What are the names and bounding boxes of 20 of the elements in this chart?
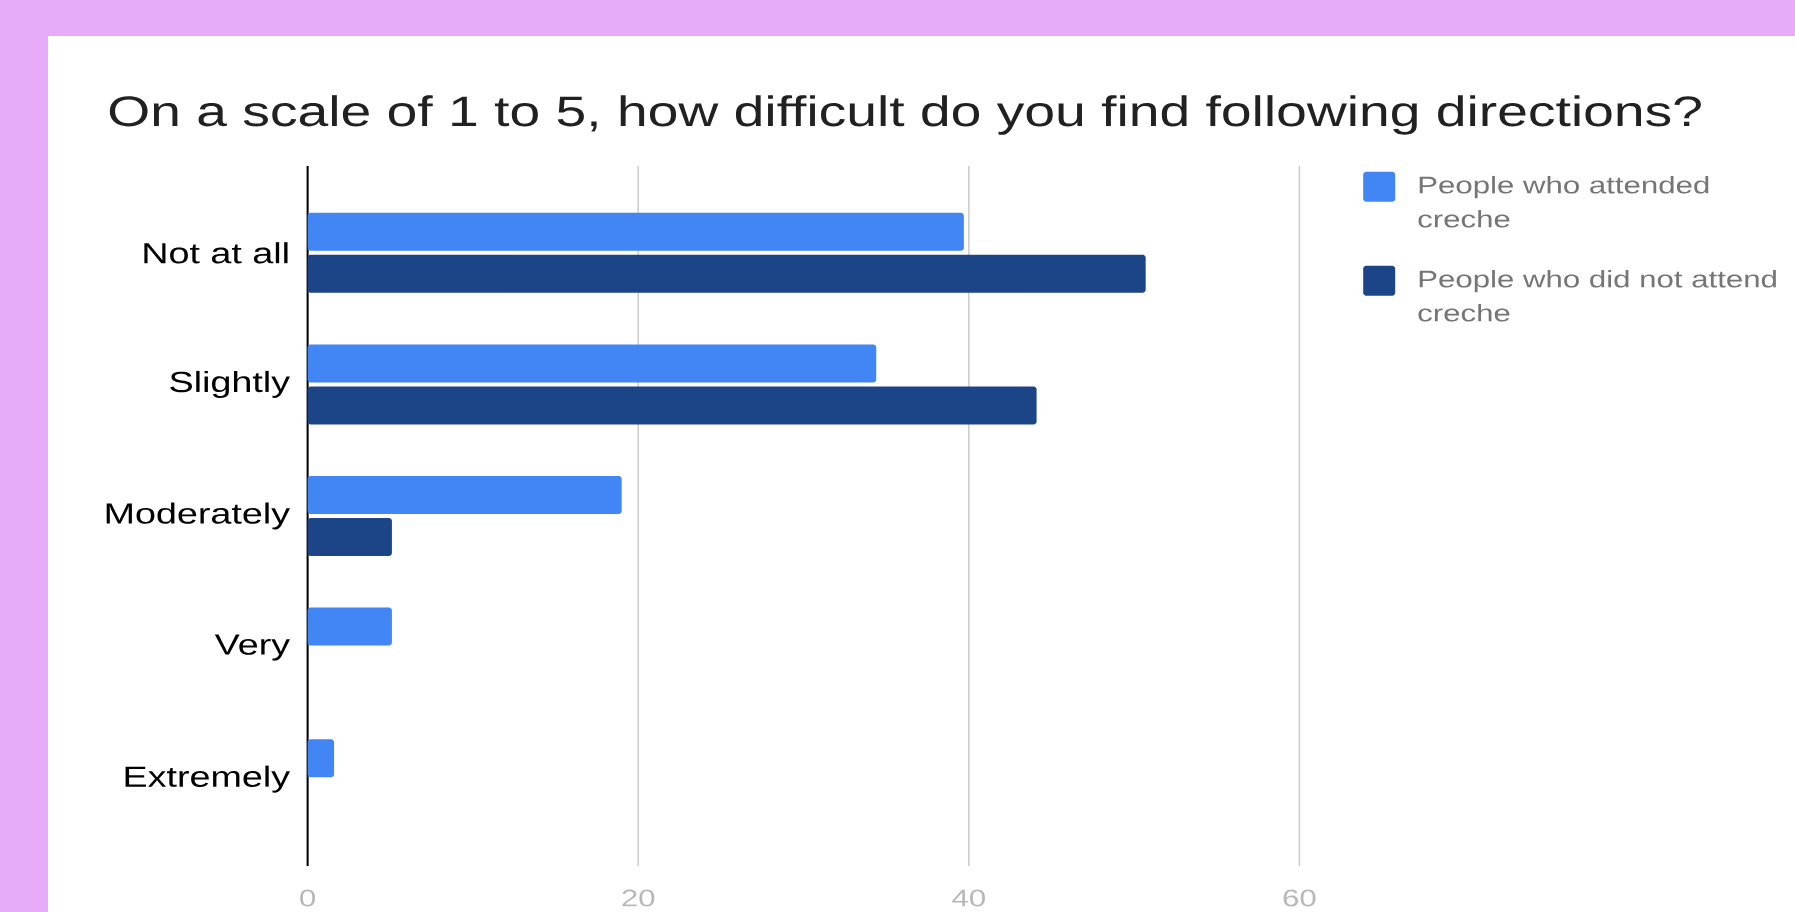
y-tick-label: Not at all xyxy=(144,242,288,264)
legend-label: People who attended creche xyxy=(1418,175,1709,228)
bar xyxy=(307,254,1146,293)
y-tick-label: Very xyxy=(214,634,290,661)
bar xyxy=(307,607,392,646)
bar xyxy=(307,739,335,778)
bar xyxy=(307,344,877,383)
bar xyxy=(307,517,392,556)
legend-label: People who did not attend creche xyxy=(1418,269,1776,322)
bar xyxy=(307,212,964,251)
y-tick-label: Moderately xyxy=(106,502,290,530)
bar xyxy=(307,475,622,514)
chart-title: On a scale of 1 to 5, how difficult do you find following directions? xyxy=(109,95,1701,135)
y-tick-label: Slightly xyxy=(170,370,290,398)
x-tick-label: 60 xyxy=(1283,889,1316,907)
x-tick-label: 0 xyxy=(300,889,316,907)
y-tick-label: Extremely xyxy=(125,765,290,793)
x-tick-label: 40 xyxy=(952,889,985,907)
bar xyxy=(307,386,1037,425)
x-tick-label: 20 xyxy=(622,889,655,907)
